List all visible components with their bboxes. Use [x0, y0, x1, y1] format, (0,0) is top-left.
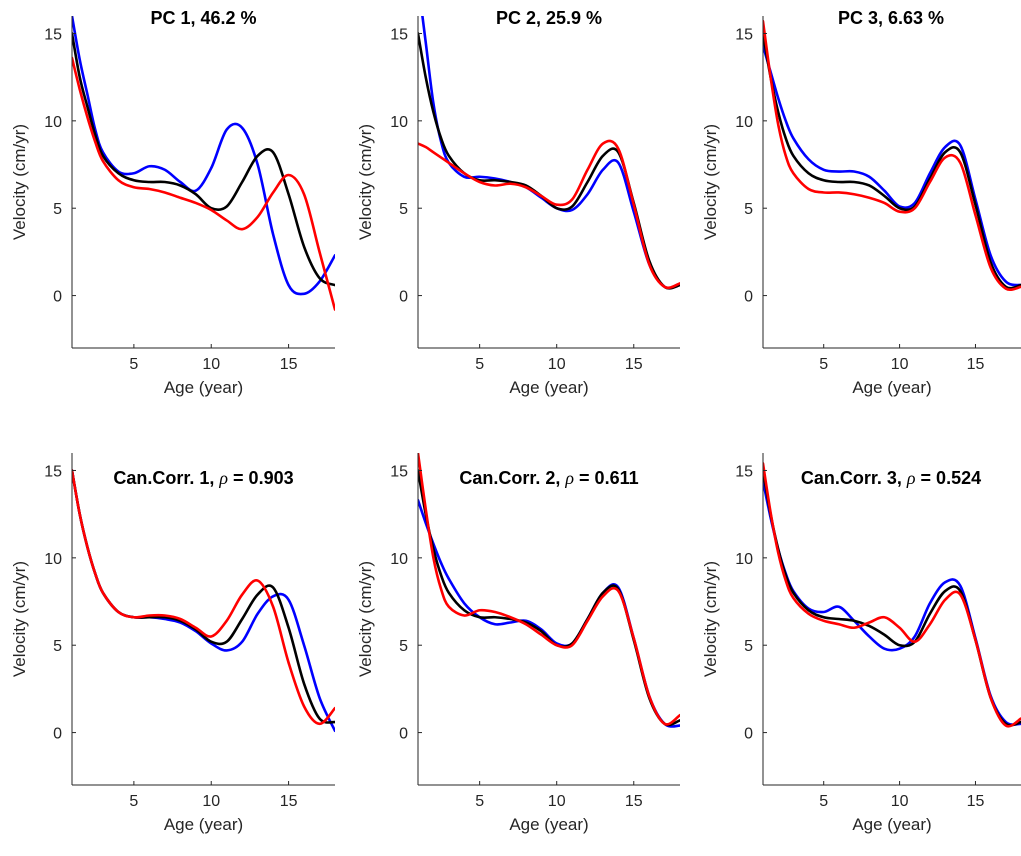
x-tick-label: 5 — [129, 356, 138, 373]
x-tick-label: 10 — [548, 356, 566, 373]
subplot-1: 5 10 15 0 5 10 15 Age (year) Velocity (cm/yr) PC … — [10, 8, 335, 397]
y-tick-label: 0 — [744, 726, 753, 743]
x-axis-label: Age (year) — [509, 378, 588, 397]
y-tick-label: 15 — [44, 463, 62, 480]
y-axis-label: Velocity (cm/yr) — [356, 124, 375, 240]
x-tick-label: 10 — [891, 793, 909, 810]
subplot-6: 5 10 15 0 5 10 15 Age (year) Velocity (cm/yr) Can… — [701, 453, 1021, 834]
y-axis-label: Velocity (cm/yr) — [10, 561, 29, 677]
x-tick-label: 5 — [475, 793, 484, 810]
plot-area — [763, 462, 1021, 728]
y-tick-label: 5 — [399, 638, 408, 655]
plot-area — [418, 16, 680, 290]
y-tick-label: 10 — [390, 114, 408, 131]
series-line-3 — [72, 56, 335, 311]
x-axis-label: Age (year) — [164, 815, 243, 834]
series-line-3 — [418, 139, 680, 290]
y-tick-label: 10 — [44, 551, 62, 568]
y-tick-label: 0 — [399, 726, 408, 743]
series-line-3 — [418, 453, 680, 726]
y-axis-label: Velocity (cm/yr) — [701, 124, 720, 240]
y-tick-label: 5 — [53, 638, 62, 655]
x-tick-label: 5 — [819, 356, 828, 373]
y-tick-label: 5 — [53, 201, 62, 218]
x-tick-label: 10 — [548, 793, 566, 810]
x-tick-label: 10 — [891, 356, 909, 373]
y-tick-label: 15 — [44, 26, 62, 43]
x-tick-label: 10 — [202, 356, 220, 373]
y-axis-label: Velocity (cm/yr) — [10, 124, 29, 240]
subplot-4: 5 10 15 0 5 10 15 Age (year) Velocity (cm/yr) Can… — [10, 453, 335, 834]
x-tick-label: 15 — [280, 793, 298, 810]
series-line-2 — [72, 32, 335, 287]
y-tick-label: 10 — [390, 551, 408, 568]
y-tick-label: 15 — [390, 26, 408, 43]
y-tick-label: 0 — [744, 289, 753, 306]
subplot-title: PC 2, 25.9 % — [496, 8, 602, 28]
subplot-3: 5 10 15 0 5 10 15 Age (year) Velocity (cm/yr) PC … — [701, 8, 1021, 397]
x-axis-label: Age (year) — [852, 378, 931, 397]
x-tick-label: 5 — [819, 793, 828, 810]
series-line-2 — [763, 32, 1021, 290]
subplot-title: Can.Corr. 3, ρ = 0.524 — [801, 468, 981, 488]
x-tick-label: 10 — [202, 793, 220, 810]
y-tick-label: 5 — [744, 638, 753, 655]
x-tick-label: 15 — [625, 356, 643, 373]
series-line-3 — [763, 19, 1021, 292]
y-tick-label: 15 — [735, 26, 753, 43]
y-tick-label: 0 — [399, 289, 408, 306]
x-tick-label: 15 — [280, 356, 298, 373]
series-line-3 — [763, 462, 1021, 728]
series-line-1 — [421, 16, 680, 290]
y-tick-label: 5 — [744, 201, 753, 218]
x-tick-label: 15 — [967, 793, 985, 810]
y-tick-label: 15 — [735, 463, 753, 480]
x-tick-label: 15 — [625, 793, 643, 810]
series-line-1 — [72, 16, 335, 296]
y-tick-label: 5 — [399, 201, 408, 218]
subplot-5: 5 10 15 0 5 10 15 Age (year) Velocity (cm/yr) Can… — [356, 453, 680, 834]
plot-area — [72, 16, 335, 311]
plot-area — [72, 469, 335, 733]
plot-area — [763, 19, 1021, 292]
y-axis-label: Velocity (cm/yr) — [701, 561, 720, 677]
series-line-2 — [418, 32, 680, 290]
series-line-1 — [763, 44, 1021, 287]
y-tick-label: 10 — [735, 551, 753, 568]
y-tick-label: 0 — [53, 726, 62, 743]
subplot-2: 5 10 15 0 5 10 15 Age (year) Velocity (cm/yr) PC … — [356, 8, 680, 397]
y-tick-label: 10 — [735, 114, 753, 131]
series-line-3 — [72, 469, 335, 726]
x-axis-label: Age (year) — [509, 815, 588, 834]
y-tick-label: 15 — [390, 463, 408, 480]
x-axis-label: Age (year) — [164, 378, 243, 397]
subplot-title: Can.Corr. 2, ρ = 0.611 — [459, 468, 638, 488]
x-tick-label: 5 — [475, 356, 484, 373]
x-tick-label: 5 — [129, 793, 138, 810]
y-axis-label: Velocity (cm/yr) — [356, 561, 375, 677]
x-axis-label: Age (year) — [852, 815, 931, 834]
subplot-title: Can.Corr. 1, ρ = 0.903 — [113, 468, 293, 488]
series-line-2 — [763, 469, 1021, 727]
y-tick-label: 10 — [44, 114, 62, 131]
plot-area — [418, 453, 680, 728]
x-tick-label: 15 — [967, 356, 985, 373]
y-tick-label: 0 — [53, 289, 62, 306]
series-line-2 — [418, 469, 680, 727]
subplot-title: PC 1, 46.2 % — [150, 8, 256, 28]
subplot-title: PC 3, 6.63 % — [838, 8, 944, 28]
series-line-1 — [72, 469, 335, 733]
